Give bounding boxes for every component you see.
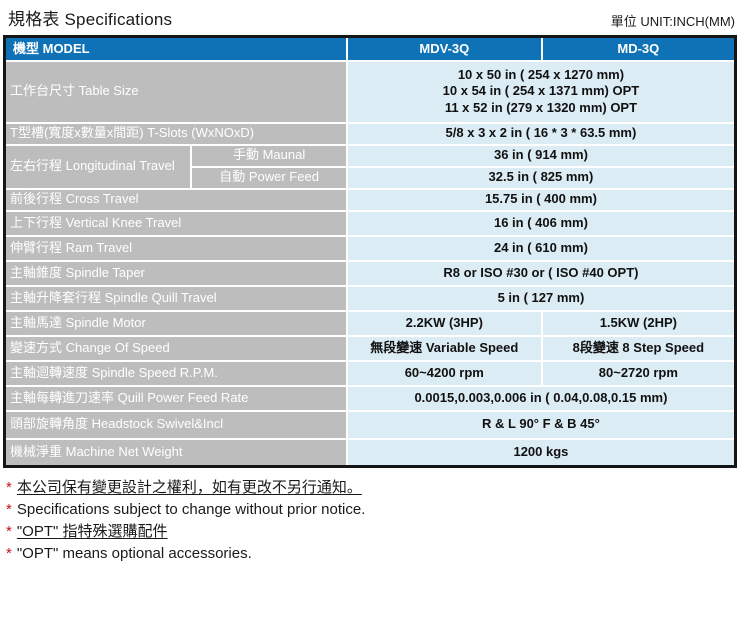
row-value-table-size: 10 x 50 in ( 254 x 1270 mm) 10 x 54 in (…: [345, 59, 737, 124]
row-label-spindle-quill-travel: 主軸升降套行程 Spindle Quill Travel: [3, 284, 348, 312]
row-value-spindle-motor-mdv: 2.2KW (3HP): [345, 309, 543, 337]
row-value-quill-power-feed-rate: 0.0015,0.003,0.006 in ( 0.04,0.08,0.15 m…: [345, 384, 737, 412]
row-label-spindle-taper: 主軸錐度 Spindle Taper: [3, 259, 348, 287]
row-label-vertical-knee-travel: 上下行程 Vertical Knee Travel: [3, 209, 348, 237]
column-header-md-3q: MD-3Q: [540, 35, 737, 62]
footnote-text: "OPT" 指特殊選購配件: [16, 523, 168, 540]
row-value-change-of-speed-md: 8段變速 8 Step Speed: [540, 334, 737, 362]
row-value-change-of-speed-mdv: 無段變速 Variable Speed: [345, 334, 543, 362]
table-row: 主軸每轉進刀速率 Quill Power Feed Rate 0.0015,0.…: [3, 384, 737, 412]
row-value-longitudinal-manual: 36 in ( 914 mm): [345, 143, 737, 168]
sub-label-manual: 手動 Maunal: [190, 143, 348, 168]
row-label-cross-travel: 前後行程 Cross Travel: [3, 187, 348, 212]
footnote-text: 本公司保有變更設計之權利，如有更改不另行通知。: [16, 479, 362, 496]
row-value-t-slots: 5/8 x 3 x 2 in ( 16 * 3 * 63.5 mm): [345, 121, 737, 146]
asterisk-marker: *: [6, 523, 12, 540]
column-header-mdv-3q: MDV-3Q: [345, 35, 543, 62]
row-label-machine-net-weight: 機械淨重 Machine Net Weight: [3, 437, 348, 468]
row-value-spindle-speed-mdv: 60~4200 rpm: [345, 359, 543, 387]
table-size-line-3: 11 x 52 in (279 x 1320 mm) OPT: [444, 99, 638, 115]
asterisk-marker: *: [6, 479, 12, 496]
table-size-line-2: 10 x 54 in ( 254 x 1371 mm) OPT: [442, 83, 640, 99]
footnote-line: * "OPT" 指特殊選購配件: [6, 521, 745, 543]
sub-label-power-feed: 自動 Power Feed: [190, 165, 348, 190]
unit-note: 單位 UNIT:INCH(MM): [610, 14, 735, 29]
table-row: 自動 Power Feed 32.5 in ( 825 mm): [5, 165, 737, 190]
row-value-spindle-quill-travel: 5 in ( 127 mm): [345, 284, 737, 312]
footnote-text: Specifications subject to change without…: [16, 501, 366, 518]
row-label-t-slots: T型槽(寬度x數量x間距) T-Slots (WxNOxD): [3, 121, 348, 146]
table-header-row: 機型 MODEL MDV-3Q MD-3Q: [3, 35, 737, 62]
row-value-longitudinal-power-feed: 32.5 in ( 825 mm): [345, 165, 737, 190]
table-row: 伸臂行程 Ram Travel 24 in ( 610 mm): [3, 234, 737, 262]
model-header-cell: 機型 MODEL: [3, 35, 348, 62]
page-title: 規格表 Specifications: [8, 10, 173, 29]
asterisk-marker: *: [6, 501, 12, 518]
table-row: 主軸迴轉速度 Spindle Speed R.P.M. 60~4200 rpm …: [3, 359, 737, 387]
footnote-line: * Specifications subject to change withou…: [6, 499, 745, 521]
top-bar: 規格表 Specifications 單位 UNIT:INCH(MM): [0, 0, 745, 35]
row-label-quill-power-feed-rate: 主軸每轉進刀速率 Quill Power Feed Rate: [3, 384, 348, 412]
table-row: 上下行程 Vertical Knee Travel 16 in ( 406 mm…: [3, 209, 737, 237]
row-label-spindle-motor: 主軸馬達 Spindle Motor: [3, 309, 348, 337]
table-row: 主軸升降套行程 Spindle Quill Travel 5 in ( 127 …: [3, 284, 737, 312]
table-row: 機械淨重 Machine Net Weight 1200 kgs: [3, 437, 737, 468]
row-value-spindle-taper: R8 or ISO #30 or ( ISO #40 OPT): [345, 259, 737, 287]
table-row: 變速方式 Change Of Speed 無段變速 Variable Speed…: [3, 334, 737, 362]
table-row: 頭部旋轉角度 Headstock Swivel&Incl R & L 90° F…: [3, 409, 737, 440]
table-size-line-1: 10 x 50 in ( 254 x 1270 mm): [457, 67, 625, 83]
row-label-longitudinal-travel: 左右行程 Longitudinal Travel: [3, 143, 193, 190]
row-value-cross-travel: 15.75 in ( 400 mm): [345, 187, 737, 212]
row-value-ram-travel: 24 in ( 610 mm): [345, 234, 737, 262]
table-row: 前後行程 Cross Travel 15.75 in ( 400 mm): [3, 187, 737, 212]
footnote-line: * 本公司保有變更設計之權利，如有更改不另行通知。: [6, 477, 745, 499]
asterisk-marker: *: [6, 545, 12, 562]
footnote-line: * "OPT" means optional accessories.: [6, 543, 745, 565]
footnotes: * 本公司保有變更設計之權利，如有更改不另行通知。 * Specifications…: [6, 477, 745, 565]
table-row: T型槽(寬度x數量x間距) T-Slots (WxNOxD) 5/8 x 3 x…: [3, 121, 737, 146]
row-label-table-size: 工作台尺寸 Table Size: [3, 59, 348, 124]
row-label-change-of-speed: 變速方式 Change Of Speed: [3, 334, 348, 362]
row-value-machine-net-weight: 1200 kgs: [345, 437, 737, 468]
table-row: 主軸錐度 Spindle Taper R8 or ISO #30 or ( IS…: [3, 259, 737, 287]
table-row: 左右行程 Longitudinal Travel 手動 Maunal 36 in…: [3, 143, 737, 190]
row-value-headstock-swivel: R & L 90° F & B 45°: [345, 409, 737, 440]
table-row: 工作台尺寸 Table Size 10 x 50 in ( 254 x 1270…: [3, 59, 737, 124]
row-value-vertical-knee-travel: 16 in ( 406 mm): [345, 209, 737, 237]
row-label-headstock-swivel: 頭部旋轉角度 Headstock Swivel&Incl: [3, 409, 348, 440]
footnote-text: "OPT" means optional accessories.: [16, 545, 252, 562]
row-value-spindle-speed-md: 80~2720 rpm: [540, 359, 737, 387]
specifications-table: 機型 MODEL MDV-3Q MD-3Q 工作台尺寸 Table Size 1…: [3, 35, 737, 468]
row-value-spindle-motor-md: 1.5KW (2HP): [540, 309, 737, 337]
table-row: 主軸馬達 Spindle Motor 2.2KW (3HP) 1.5KW (2H…: [3, 309, 737, 337]
row-label-ram-travel: 伸臂行程 Ram Travel: [3, 234, 348, 262]
row-label-spindle-speed-rpm: 主軸迴轉速度 Spindle Speed R.P.M.: [3, 359, 348, 387]
